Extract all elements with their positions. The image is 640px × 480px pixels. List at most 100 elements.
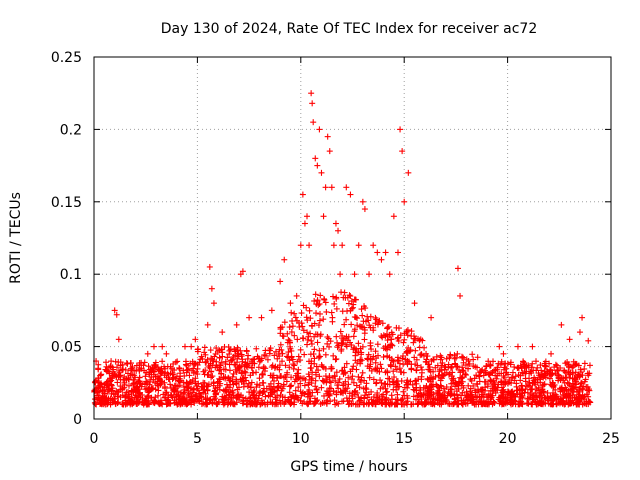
data-point: [333, 391, 340, 398]
data-point: [219, 353, 226, 360]
data-point: [482, 378, 489, 385]
data-point: [316, 126, 323, 133]
data-point: [573, 394, 580, 401]
data-point: [374, 367, 381, 374]
data-point: [399, 395, 406, 402]
x-tick-label: 20: [499, 431, 517, 447]
data-point: [127, 367, 134, 374]
data-point: [312, 331, 319, 338]
data-point: [394, 357, 401, 364]
data-point: [343, 360, 350, 367]
data-point: [410, 386, 417, 393]
data-point: [411, 387, 418, 394]
data-point: [501, 374, 508, 381]
data-point: [571, 384, 578, 391]
data-point: [100, 401, 107, 408]
data-point: [295, 374, 302, 381]
data-point: [578, 368, 585, 375]
data-point: [340, 294, 347, 301]
data-point: [497, 378, 504, 385]
data-point: [517, 372, 524, 379]
data-point: [413, 356, 420, 363]
data-point: [480, 372, 487, 379]
data-point: [195, 380, 202, 387]
grid-layer: [94, 57, 611, 419]
data-point: [320, 345, 327, 352]
data-point: [106, 364, 113, 371]
data-point: [410, 393, 417, 400]
data-point: [365, 356, 372, 363]
data-point: [510, 392, 517, 399]
data-point: [420, 384, 427, 391]
data-point: [430, 356, 437, 363]
data-point: [366, 322, 373, 329]
data-point: [487, 387, 494, 394]
data-point: [538, 367, 545, 374]
data-point: [389, 400, 396, 407]
data-point: [103, 380, 110, 387]
data-point: [461, 392, 468, 399]
data-point: [286, 324, 293, 331]
data-point: [360, 385, 367, 392]
data-point: [490, 358, 497, 365]
data-point: [438, 367, 445, 374]
data-point: [339, 340, 346, 347]
data-point: [119, 366, 126, 373]
data-point: [140, 362, 147, 369]
y-axis-label: ROTI / TECUs: [8, 192, 24, 284]
data-point: [229, 356, 236, 363]
data-point: [548, 350, 555, 357]
data-point: [157, 380, 164, 387]
data-point: [583, 398, 590, 405]
data-point: [108, 358, 115, 365]
data-point: [492, 372, 499, 379]
data-point: [422, 358, 429, 365]
data-point: [333, 305, 340, 312]
data-point: [192, 336, 199, 343]
data-point: [368, 400, 375, 407]
data-point: [529, 380, 536, 387]
data-point: [547, 381, 554, 388]
data-point: [425, 366, 432, 373]
data-point: [534, 364, 541, 371]
data-point: [436, 392, 443, 399]
data-point: [180, 390, 187, 397]
data-point: [308, 337, 315, 344]
data-point: [441, 363, 448, 370]
data-point: [365, 391, 372, 398]
data-point: [291, 332, 298, 339]
data-point: [394, 249, 401, 256]
data-point: [581, 360, 588, 367]
data-point: [354, 349, 361, 356]
data-point: [365, 351, 372, 358]
data-point: [134, 389, 141, 396]
data-point: [95, 389, 102, 396]
data-point: [279, 350, 286, 357]
data-point: [333, 295, 340, 302]
data-point: [113, 311, 120, 318]
data-point: [137, 394, 144, 401]
data-point: [388, 355, 395, 362]
data-point: [378, 256, 385, 263]
data-point: [529, 394, 536, 401]
data-point: [429, 381, 436, 388]
data-point: [281, 319, 288, 326]
data-point: [454, 395, 461, 402]
data-point: [397, 368, 404, 375]
y-tick-label: 0.1: [60, 267, 82, 283]
data-point: [312, 291, 319, 298]
data-point: [402, 356, 409, 363]
data-point: [283, 378, 290, 385]
data-point: [227, 377, 234, 384]
data-point: [166, 376, 173, 383]
data-point: [538, 373, 545, 380]
data-point: [290, 365, 297, 372]
data-point: [338, 389, 345, 396]
data-point: [485, 371, 492, 378]
data-point: [114, 379, 121, 386]
data-point: [445, 364, 452, 371]
data-point: [321, 296, 328, 303]
data-point: [529, 343, 536, 350]
data-point: [276, 366, 283, 373]
data-point: [361, 206, 368, 213]
